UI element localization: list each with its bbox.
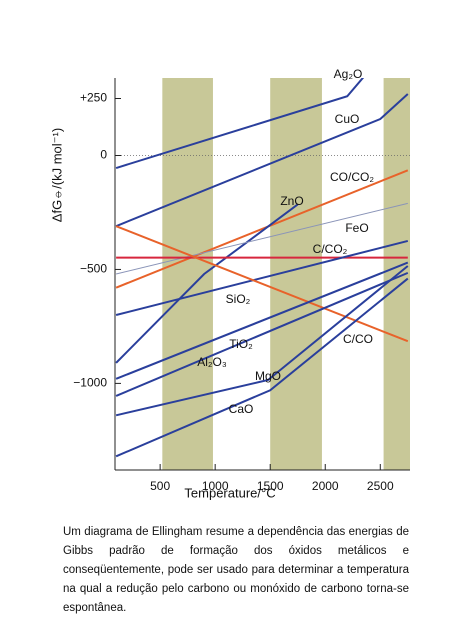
series-label: TiO₂ bbox=[229, 337, 253, 351]
x-tick-label: 500 bbox=[150, 479, 170, 493]
series-label: C/CO bbox=[343, 332, 373, 346]
x-tick-label: 1500 bbox=[257, 479, 284, 493]
x-axis-label: Temperature/°C bbox=[184, 485, 275, 500]
bands bbox=[162, 78, 410, 470]
axes: +250 0 −500 −1000 500 1000 1500 2000 2500 bbox=[73, 78, 410, 493]
x-tick-label: 2500 bbox=[367, 479, 394, 493]
series-label: ZnO bbox=[280, 194, 303, 208]
series-label: CO/CO₂ bbox=[330, 170, 374, 184]
series-line bbox=[115, 202, 408, 275]
y-tick-label: −1000 bbox=[73, 376, 107, 390]
series-label: MgO bbox=[255, 369, 281, 383]
y-tick-label: −500 bbox=[80, 262, 107, 276]
series-label: Ag₂O bbox=[334, 67, 363, 81]
series-label: CuO bbox=[335, 112, 360, 126]
plot-area bbox=[115, 78, 410, 458]
series-label: C/CO₂ bbox=[313, 242, 348, 256]
y-tick-label: +250 bbox=[80, 91, 107, 105]
series-label: Al₂O₃ bbox=[197, 355, 227, 369]
series-line bbox=[115, 169, 409, 289]
chart: +250 0 −500 −1000 500 1000 1500 2000 2500 Temper… bbox=[49, 67, 410, 500]
series-line bbox=[115, 239, 409, 316]
series-line bbox=[115, 225, 409, 343]
series-line bbox=[115, 261, 409, 380]
series-label: CaO bbox=[229, 402, 254, 416]
series-line bbox=[115, 277, 409, 458]
y-axis-label: ΔfG⦵/(kJ mol⁻¹) bbox=[49, 128, 64, 222]
series-line bbox=[115, 265, 409, 417]
series-line bbox=[115, 271, 409, 397]
x-tick-label: 1000 bbox=[202, 479, 229, 493]
series-label: SiO₂ bbox=[226, 292, 251, 306]
series-label: FeO bbox=[345, 221, 368, 235]
caption: Um diagrama de Ellingham resume a depend… bbox=[63, 526, 409, 614]
series-line bbox=[115, 78, 365, 169]
y-tick-label: 0 bbox=[100, 148, 107, 162]
series-line bbox=[115, 203, 299, 364]
series-line bbox=[115, 93, 409, 228]
x-tick-label: 2000 bbox=[312, 479, 339, 493]
